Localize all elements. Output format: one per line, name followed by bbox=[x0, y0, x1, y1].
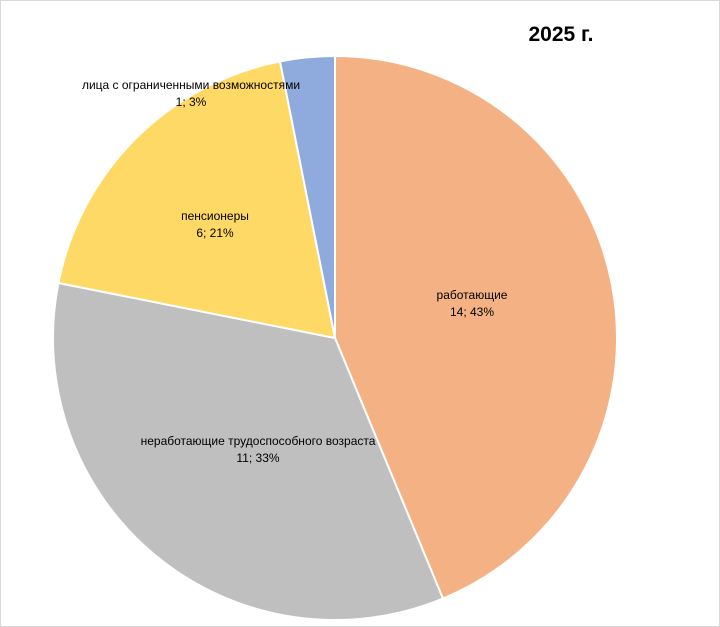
chart-title: 2025 г. bbox=[528, 23, 594, 46]
slice-value-label: 1; 3% bbox=[176, 95, 207, 109]
slice-value-label: 11; 33% bbox=[236, 451, 279, 465]
slice-category-label: неработающие трудоспособного возраста bbox=[141, 434, 376, 448]
slice-value-label: 6; 21% bbox=[196, 226, 234, 240]
slice-category-label: работающие bbox=[437, 288, 508, 302]
slice-value-label: 14; 43% bbox=[450, 305, 494, 319]
pie-slice bbox=[52, 281, 445, 621]
slice-category-label: лица с ограниченными возможностями bbox=[82, 78, 300, 92]
pie-slice bbox=[278, 54, 336, 339]
pie-slice bbox=[57, 60, 337, 340]
pie-slice bbox=[334, 54, 618, 600]
slice-category-label: пенсионеры bbox=[181, 209, 249, 223]
